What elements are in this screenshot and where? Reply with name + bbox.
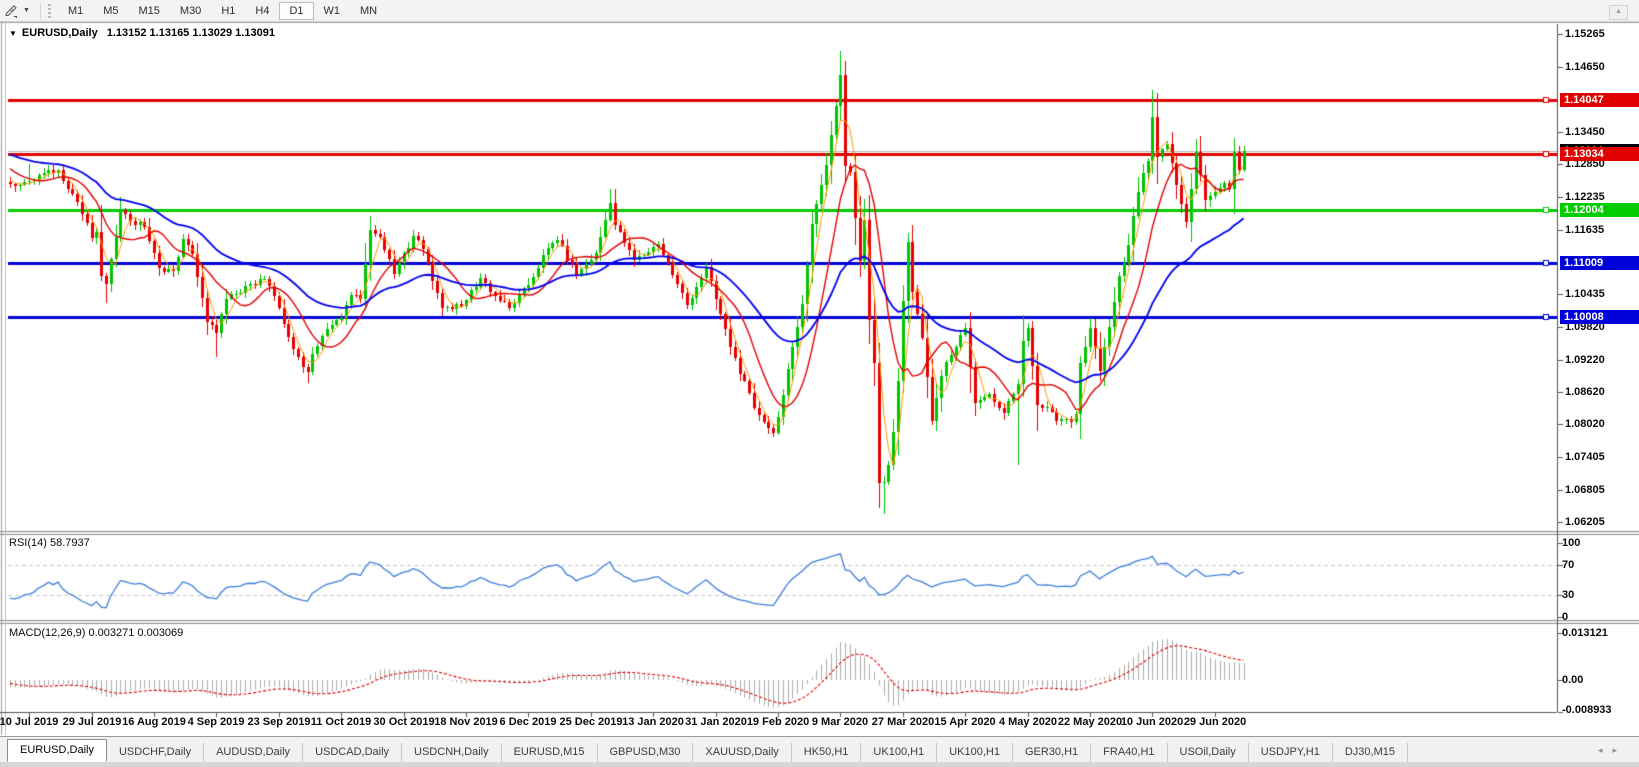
drawing-tool-group: ▼ — [0, 0, 37, 21]
timeframe-button-m30[interactable]: M30 — [179, 4, 202, 17]
chart-tab[interactable]: UK100,H1 — [937, 743, 1013, 762]
dropdown-caret-icon[interactable]: ▼ — [23, 7, 30, 14]
chart-tab[interactable]: USDCHF,Daily — [107, 743, 205, 762]
chart-tab[interactable]: EURUSD,Daily — [7, 739, 107, 762]
chart-tab-bar: EURUSD,Daily USDCHF,Daily AUDUSD,Daily USDC… — [0, 736, 1639, 762]
chart-tab[interactable]: USOil,Daily — [1168, 743, 1249, 762]
pencil-draw-icon[interactable] — [4, 4, 18, 18]
tab-scroll-left-icon[interactable]: ◂ — [1597, 745, 1613, 755]
scroll-up-button[interactable]: ▲ — [1609, 5, 1628, 20]
timeframe-button-m5[interactable]: M5 — [103, 4, 119, 17]
tab-scroll-right-icon[interactable]: ▸ — [1612, 745, 1627, 755]
timeframe-group: M1 M5 M15 M30 H1 H4 D1 W1 MN — [58, 1, 387, 20]
timeframe-button-h4[interactable]: H4 — [255, 4, 270, 17]
chart-tab[interactable]: XAUUSD,Daily — [693, 743, 792, 762]
chart-tab[interactable]: GER30,H1 — [1013, 743, 1092, 762]
chart-tab[interactable]: UK100,H1 — [861, 743, 938, 762]
chart-tab[interactable]: AUDUSD,Daily — [204, 743, 304, 762]
timeframe-button-h1[interactable]: H1 — [221, 4, 236, 17]
chart-tab[interactable]: HK50,H1 — [792, 743, 862, 762]
tab-scroll-arrows[interactable]: ◂▸ — [1598, 745, 1627, 756]
toolbar-separator — [39, 2, 41, 19]
timeframe-button-m15[interactable]: M15 — [138, 4, 160, 17]
timeframe-button-w1[interactable]: W1 — [323, 4, 341, 17]
chart-tab[interactable]: USDCNH,Daily — [402, 743, 502, 762]
chart-tab[interactable]: GBPUSD,M30 — [598, 743, 694, 762]
chart-tab[interactable]: FRA40,H1 — [1091, 743, 1168, 762]
chart-tab[interactable]: EURUSD,M15 — [502, 743, 598, 762]
chart-tab[interactable]: USDJPY,H1 — [1249, 743, 1333, 762]
status-strip — [0, 762, 1639, 767]
chart-tab[interactable]: USDCAD,Daily — [303, 743, 403, 762]
chart-tab[interactable]: DJ30,M15 — [1333, 743, 1408, 762]
toolbar-grip[interactable] — [47, 3, 51, 18]
toolbar: ▼ M1 M5 M15 M30 H1 H4 D1 W1 MN ▲ — [0, 0, 1639, 22]
timeframe-button-mn[interactable]: MN — [360, 4, 378, 17]
timeframe-button-m1[interactable]: M1 — [67, 4, 84, 17]
timeframe-button-d1[interactable]: D1 — [279, 1, 314, 20]
